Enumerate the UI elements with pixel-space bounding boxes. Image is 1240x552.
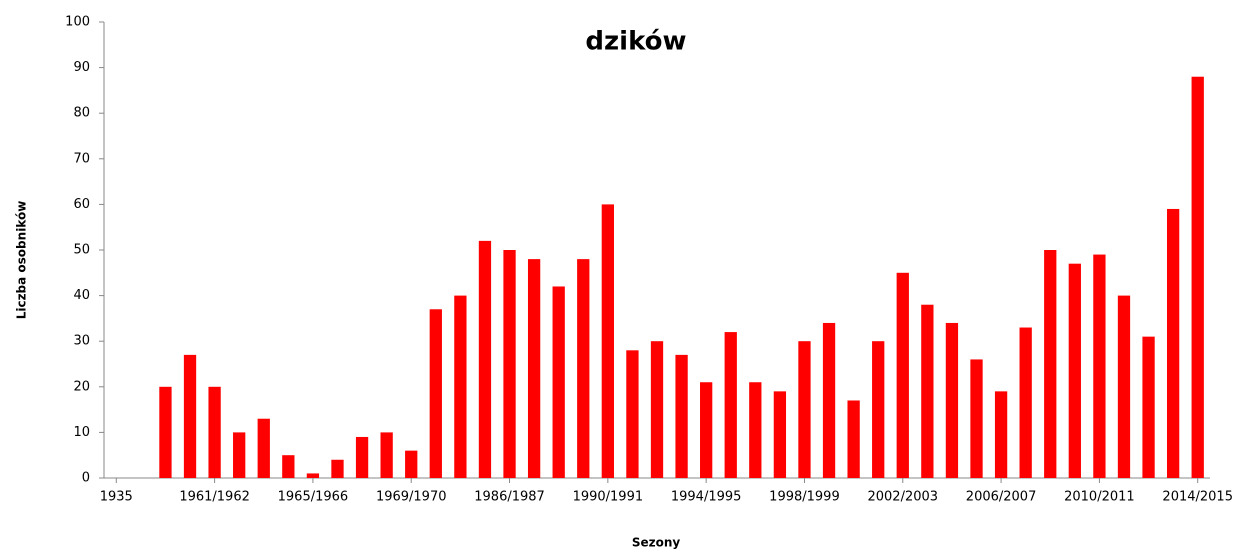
bar: [306, 473, 320, 478]
y-tick-label: 80: [73, 106, 90, 121]
bar: [1191, 76, 1204, 478]
bar: [773, 391, 787, 478]
bar: [429, 309, 442, 478]
x-tick-label: 1998/1999: [769, 490, 840, 505]
bar: [847, 400, 860, 478]
x-tick-label: 2002/2003: [867, 490, 938, 505]
bar: [1019, 327, 1032, 478]
y-tick-label: 40: [73, 288, 90, 303]
bar: [896, 272, 909, 478]
bar: [724, 332, 737, 478]
bar: [478, 240, 492, 478]
x-tick-label: 1969/1970: [376, 490, 447, 505]
x-tick-label: 1961/1962: [179, 490, 250, 505]
y-tick-label: 90: [73, 60, 90, 75]
bar: [798, 341, 811, 478]
bar: [994, 391, 1008, 478]
y-tick-label: 20: [73, 379, 90, 394]
bar: [552, 286, 565, 478]
chart-title: dzików: [585, 27, 686, 57]
bar: [626, 350, 639, 478]
bar: [1166, 208, 1180, 478]
bar: [577, 259, 590, 478]
y-tick-label: 50: [73, 243, 90, 258]
bar: [454, 295, 467, 478]
bar: [503, 250, 516, 478]
y-tick-label: 10: [73, 425, 90, 440]
bar: [675, 354, 688, 478]
y-tick-label: 30: [73, 334, 90, 349]
bar: [970, 359, 983, 478]
y-tick-label: 0: [82, 471, 90, 486]
bar: [1093, 254, 1106, 478]
x-tick-label: 1994/1995: [671, 490, 742, 505]
bar: [921, 304, 934, 478]
bar: [159, 386, 172, 478]
bar: [1044, 250, 1057, 478]
y-axis-label: Liczba osobników: [15, 201, 29, 320]
bar: [380, 432, 393, 478]
y-tick-label: 100: [65, 15, 90, 30]
bar: [257, 418, 270, 478]
x-tick-label: 2006/2007: [966, 490, 1037, 505]
bar: [405, 450, 418, 478]
bar: [872, 341, 885, 478]
bar: [650, 341, 664, 478]
bar: [822, 322, 836, 478]
bar: [1142, 336, 1155, 478]
bar: [527, 259, 541, 478]
y-tick-label: 70: [73, 151, 90, 166]
bar: [749, 382, 762, 478]
x-tick-label: 1990/1991: [573, 490, 644, 505]
x-axis-label: Sezony: [632, 536, 681, 550]
x-tick-label: 2010/2011: [1064, 490, 1135, 505]
bar: [1068, 263, 1081, 478]
bar: [601, 204, 614, 478]
bar: [700, 382, 713, 478]
bar: [1117, 295, 1131, 478]
x-tick-label: 1965/1966: [278, 490, 349, 505]
x-tick-label: 1935: [100, 490, 133, 505]
x-tick-label: 2014/2015: [1162, 490, 1233, 505]
bar: [331, 459, 344, 478]
bar: [233, 432, 246, 478]
bar: [355, 436, 369, 478]
y-tick-label: 60: [73, 197, 90, 212]
x-tick-label: 1986/1987: [474, 490, 545, 505]
bar: [945, 322, 959, 478]
bar: [183, 354, 197, 478]
bar: [282, 455, 295, 478]
bar: [208, 386, 221, 478]
